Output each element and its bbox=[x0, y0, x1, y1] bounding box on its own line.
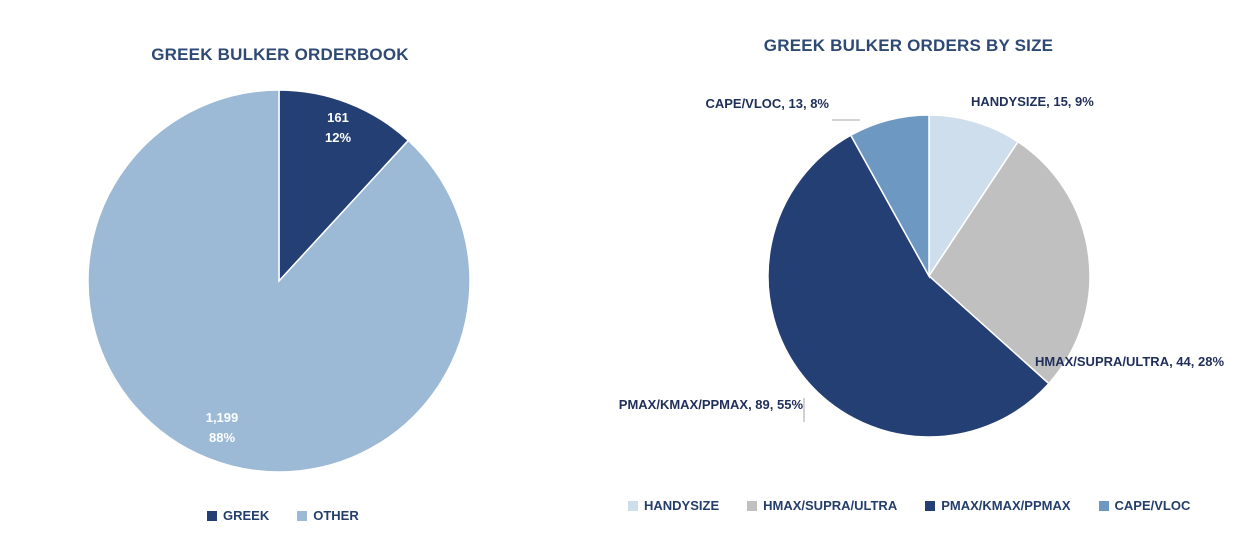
orders-by-size-chart: GREEK BULKER ORDERS BY SIZE HANDYSIZE, 1… bbox=[560, 0, 1257, 535]
data-label-cape-vloc: CAPE/VLOC, 13, 8% bbox=[705, 96, 829, 111]
legend-label: GREEK bbox=[223, 508, 270, 523]
pie-slice-pmax-kmax-ppmax bbox=[767, 134, 1050, 438]
legend-item-pmax: PMAX/KMAX/PPMAX bbox=[925, 498, 1071, 513]
pie-slice-greek bbox=[278, 89, 410, 283]
orderbook-chart: GREEK BULKER ORDERBOOK 161 12% 1,199 88% GR… bbox=[0, 0, 560, 535]
pie-slice-hmax-supra-ultra bbox=[928, 140, 1091, 385]
pie-slice-handysize bbox=[928, 114, 1019, 279]
legend-label: HMAX/SUPRA/ULTRA bbox=[763, 498, 898, 513]
data-label-greek-percent: 12% bbox=[325, 130, 351, 145]
data-label-other-value: 1,199 bbox=[206, 410, 239, 425]
legend-swatch bbox=[297, 510, 308, 521]
legend-swatch bbox=[747, 500, 758, 511]
data-label-handysize: HANDYSIZE, 15, 9% bbox=[971, 94, 1094, 109]
legend-swatch bbox=[628, 500, 638, 511]
legend-item-other: OTHER bbox=[297, 508, 359, 523]
legend-swatch bbox=[1098, 500, 1109, 511]
legend-item-greek: GREEK bbox=[207, 508, 269, 523]
legend: GREEK OTHER bbox=[207, 508, 359, 523]
orders-by-size-pie: HANDYSIZE, 15, 9% HMAX/SUPRA/ULTRA, 44, 2… bbox=[619, 94, 1224, 438]
data-label-hmax-supra-ultra: HMAX/SUPRA/ULTRA, 44, 28% bbox=[1035, 354, 1224, 369]
legend-label: OTHER bbox=[313, 508, 359, 523]
pie-slice-other bbox=[87, 89, 471, 473]
legend-swatch bbox=[925, 500, 936, 511]
legend-label: CAPE/VLOC bbox=[1114, 498, 1191, 513]
legend-item-handysize: HANDYSIZE bbox=[628, 498, 719, 513]
data-label-pmax-kmax-ppmax: PMAX/KMAX/PPMAX, 89, 55% bbox=[619, 397, 804, 412]
legend-swatch bbox=[207, 510, 217, 521]
legend-label: PMAX/KMAX/PPMAX bbox=[941, 498, 1071, 513]
chart-title: GREEK BULKER ORDERBOOK bbox=[151, 45, 409, 64]
legend-label: HANDYSIZE bbox=[644, 498, 720, 513]
legend-item-hmax: HMAX/SUPRA/ULTRA bbox=[747, 498, 897, 513]
data-label-other-percent: 88% bbox=[209, 430, 235, 445]
pie-slice-cape-vloc bbox=[849, 114, 930, 279]
chart-title: GREEK BULKER ORDERS BY SIZE bbox=[763, 36, 1054, 55]
legend: HANDYSIZE HMAX/SUPRA/ULTRA PMAX/KMAX/PPM… bbox=[628, 498, 1190, 513]
data-label-greek-value: 161 bbox=[327, 110, 349, 125]
orderbook-pie: 161 12% 1,199 88% bbox=[87, 89, 471, 473]
legend-item-cape: CAPE/VLOC bbox=[1098, 498, 1191, 513]
